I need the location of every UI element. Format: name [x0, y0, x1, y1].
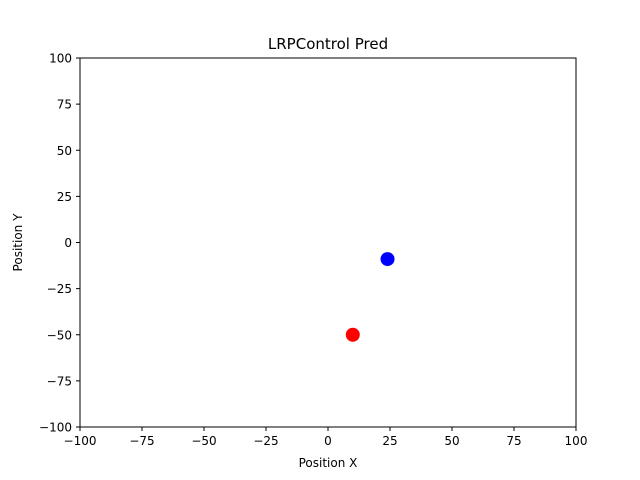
y-tick-label: 75	[57, 98, 72, 112]
x-tick-label: −25	[253, 434, 278, 448]
y-tick-label: 100	[49, 52, 72, 66]
plot-background	[80, 58, 576, 427]
y-tick-label: 25	[57, 190, 72, 204]
points-layer	[345, 252, 395, 342]
chart-title: LRPControl Pred	[268, 35, 388, 53]
y-tick-label: −25	[47, 282, 72, 296]
plot-frame	[79, 57, 577, 428]
y-tick-label: 0	[64, 236, 72, 250]
x-tick-label: 50	[444, 434, 459, 448]
x-tick-label: −50	[191, 434, 216, 448]
x-tick-label: −100	[64, 434, 97, 448]
scatter-point	[380, 252, 395, 267]
y-tick-label: −100	[39, 421, 72, 435]
x-axis-label: Position X	[299, 456, 358, 470]
ticks-layer: −100 −75 −50 −25 0 25 50 75 100 −100 −75 −50 −25 0 25 5…	[39, 52, 587, 449]
y-axis-label: Position Y	[11, 213, 25, 272]
y-tick-label: 50	[57, 144, 72, 158]
scatter-point	[345, 327, 360, 342]
y-tick-label: −50	[47, 328, 72, 342]
x-tick-label: −75	[129, 434, 154, 448]
x-tick-label: 0	[324, 434, 332, 448]
x-tick-label: 100	[565, 434, 588, 448]
x-tick-label: 25	[382, 434, 397, 448]
y-tick-label: −75	[47, 374, 72, 388]
x-tick-label: 75	[506, 434, 521, 448]
